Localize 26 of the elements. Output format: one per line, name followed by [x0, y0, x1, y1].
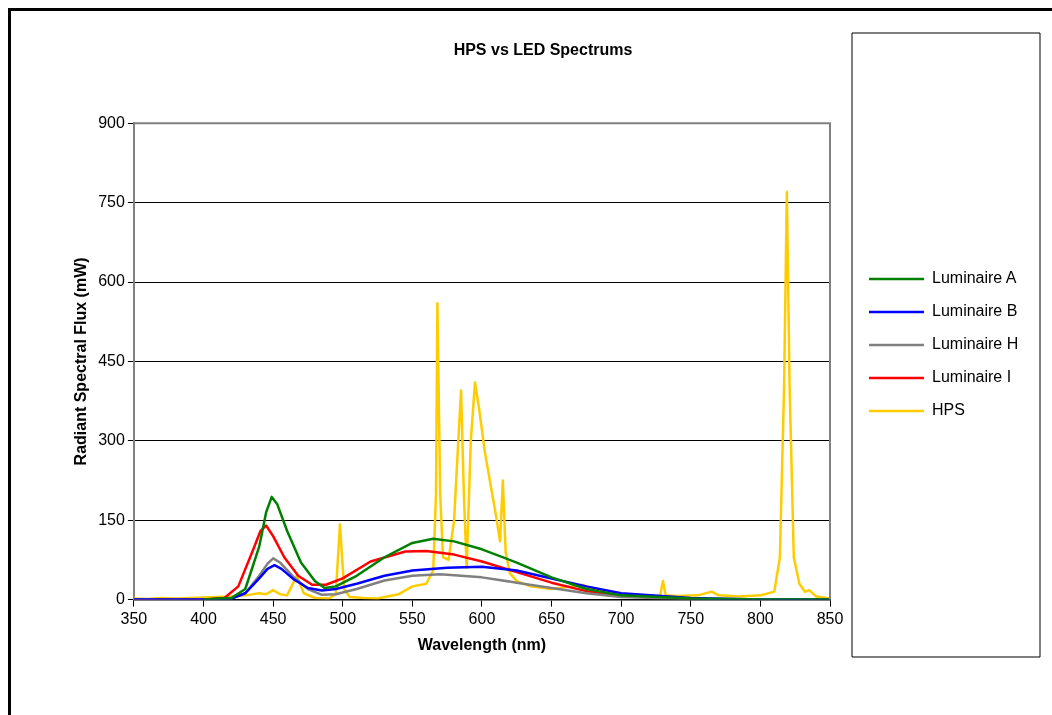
- x-tick-label: 600: [468, 609, 496, 627]
- y-tick-label: 150: [98, 510, 125, 528]
- legend-label: Luminaire A: [932, 269, 1017, 287]
- x-tick-label: 350: [120, 609, 148, 627]
- y-tick-label: 450: [98, 351, 125, 369]
- x-tick-label: 450: [259, 609, 287, 627]
- x-tick-label: 400: [190, 609, 217, 627]
- x-axis-title: Wavelength (nm): [417, 635, 547, 653]
- legend-label: HPS: [932, 401, 965, 419]
- x-tick-label: 700: [607, 609, 635, 627]
- x-tick-label: 650: [538, 609, 565, 627]
- x-tick-label: 500: [329, 609, 357, 627]
- y-tick-label: 750: [98, 193, 125, 211]
- y-tick-label: 0: [115, 590, 125, 608]
- x-tick-label: 850: [816, 609, 844, 627]
- y-tick-label: 300: [98, 431, 125, 449]
- x-tick-label: 800: [747, 609, 774, 627]
- chart-title: HPS vs LED Spectrums: [453, 41, 633, 59]
- legend-label: Luminaire H: [932, 335, 1019, 353]
- y-axis-title: Radiant Spectral Flux (mW): [72, 257, 90, 466]
- y-tick-label: 600: [98, 272, 125, 290]
- y-tick-label: 900: [98, 113, 125, 131]
- x-tick-label: 550: [398, 609, 426, 627]
- legend-label: Luminaire I: [932, 368, 1012, 386]
- legend-label: Luminaire B: [932, 302, 1018, 320]
- x-tick-label: 750: [677, 609, 705, 627]
